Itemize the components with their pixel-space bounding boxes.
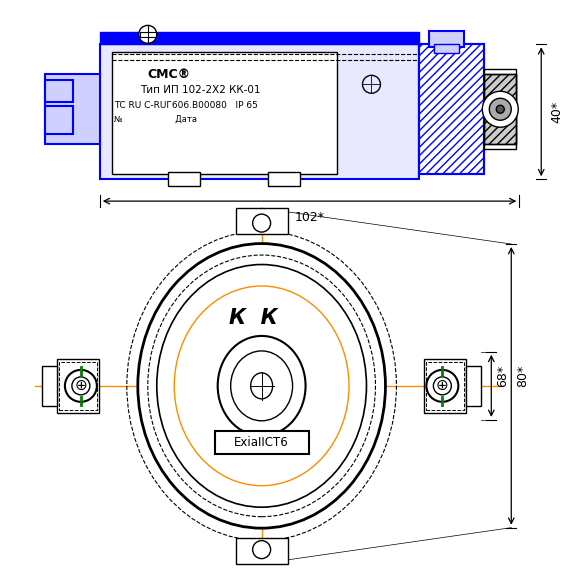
Bar — [100, 32, 419, 44]
Circle shape — [496, 105, 505, 113]
Bar — [427, 362, 464, 410]
Bar — [100, 44, 419, 179]
Bar — [59, 362, 97, 410]
Circle shape — [253, 214, 271, 232]
Bar — [268, 172, 299, 186]
Text: 68*: 68* — [496, 365, 509, 387]
Bar — [236, 538, 288, 564]
Bar — [419, 44, 484, 174]
Circle shape — [433, 377, 451, 395]
Bar — [45, 106, 73, 134]
Bar — [484, 74, 516, 144]
Text: Тип ИП 102-2Х2 КК-01: Тип ИП 102-2Х2 КК-01 — [140, 86, 260, 95]
Bar — [45, 74, 100, 144]
Circle shape — [65, 370, 97, 402]
Text: ⊕: ⊕ — [75, 378, 87, 393]
Circle shape — [253, 541, 271, 559]
Bar — [466, 366, 481, 406]
Bar — [42, 366, 57, 406]
Bar — [429, 32, 464, 47]
Bar — [140, 32, 156, 37]
Circle shape — [72, 377, 90, 395]
Bar — [168, 172, 199, 186]
Bar — [484, 74, 516, 144]
Bar — [45, 80, 73, 102]
Bar — [215, 431, 308, 454]
Bar — [419, 44, 484, 174]
Bar — [434, 44, 459, 53]
Circle shape — [489, 98, 511, 120]
Text: 40*: 40* — [550, 101, 563, 123]
Bar — [57, 359, 99, 413]
Bar — [112, 52, 337, 174]
Text: №                    Дата: № Дата — [114, 115, 197, 124]
Text: СМС®: СМС® — [148, 68, 191, 81]
Text: ExiaIICT6: ExiaIICT6 — [234, 436, 289, 449]
Circle shape — [483, 91, 518, 127]
Ellipse shape — [218, 336, 306, 436]
Ellipse shape — [251, 373, 272, 399]
Ellipse shape — [138, 243, 385, 528]
Bar — [424, 359, 466, 413]
Circle shape — [427, 370, 458, 402]
Bar — [236, 208, 288, 234]
Circle shape — [139, 25, 157, 44]
Text: 102*: 102* — [294, 211, 324, 224]
Text: 80*: 80* — [516, 364, 529, 387]
Text: К  К: К К — [229, 308, 278, 328]
Text: ТС RU С-RUГ606.В00080   IP 65: ТС RU С-RUГ606.В00080 IP 65 — [114, 101, 258, 110]
Bar — [484, 69, 516, 149]
Text: ⊕: ⊕ — [436, 378, 449, 393]
